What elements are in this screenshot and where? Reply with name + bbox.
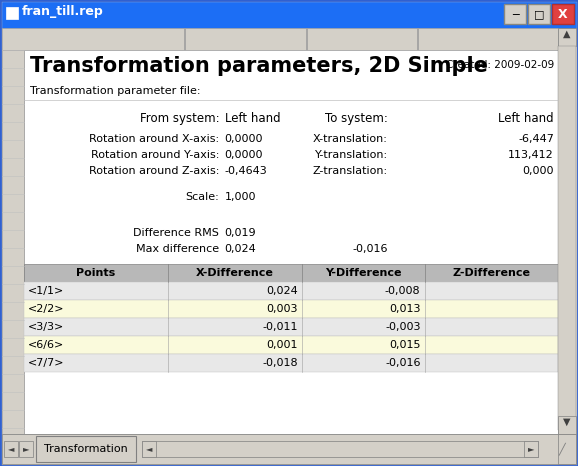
Bar <box>2 434 576 464</box>
Bar <box>2 50 24 434</box>
Text: ►: ► <box>528 445 534 453</box>
Text: Y-Difference: Y-Difference <box>325 268 401 278</box>
Text: ─: ─ <box>512 9 518 19</box>
Text: □: □ <box>533 9 544 19</box>
Bar <box>24 318 558 336</box>
Bar <box>24 282 558 300</box>
Text: -0,011: -0,011 <box>262 322 298 332</box>
Text: Rotation around X-axis:: Rotation around X-axis: <box>89 134 220 144</box>
Text: From system:: From system: <box>140 112 220 125</box>
Bar <box>306 28 307 50</box>
Bar <box>184 28 185 50</box>
Text: Scale:: Scale: <box>186 192 220 202</box>
Text: Points: Points <box>76 268 116 278</box>
Bar <box>24 264 558 282</box>
Bar <box>417 28 418 50</box>
Text: Transformation: Transformation <box>44 444 128 454</box>
Text: -0,4643: -0,4643 <box>225 166 268 176</box>
Text: Created: 2009-02-09: Created: 2009-02-09 <box>446 60 554 70</box>
Text: Difference RMS: Difference RMS <box>134 228 220 238</box>
Text: -0,016: -0,016 <box>385 358 421 368</box>
Text: 113,412: 113,412 <box>508 150 554 160</box>
Text: Left hand: Left hand <box>225 112 280 125</box>
Text: Max difference: Max difference <box>136 244 220 254</box>
Text: ◄: ◄ <box>146 445 152 453</box>
Bar <box>24 300 558 318</box>
Text: Transformation parameter file:: Transformation parameter file: <box>30 86 201 96</box>
Bar <box>2 2 576 28</box>
Text: X-Difference: X-Difference <box>196 268 274 278</box>
Text: Rotation around Y-axis:: Rotation around Y-axis: <box>91 150 220 160</box>
Text: <7/7>: <7/7> <box>28 358 65 368</box>
Bar <box>558 416 576 434</box>
Bar <box>142 441 538 457</box>
Text: Transformation parameters, 2D Simple: Transformation parameters, 2D Simple <box>30 56 488 76</box>
Text: <1/1>: <1/1> <box>28 286 64 296</box>
Text: Z-translation:: Z-translation: <box>313 166 388 176</box>
Text: -6,447: -6,447 <box>518 134 554 144</box>
Bar <box>19 441 33 457</box>
Text: X: X <box>558 7 568 21</box>
Bar <box>24 336 558 354</box>
Text: 0,0000: 0,0000 <box>225 150 263 160</box>
Bar <box>558 28 576 46</box>
Bar <box>36 436 136 462</box>
Text: 0,019: 0,019 <box>225 228 256 238</box>
Bar <box>6 7 18 19</box>
Text: X-translation:: X-translation: <box>313 134 388 144</box>
Text: ▲: ▲ <box>563 29 570 39</box>
Bar <box>552 4 574 24</box>
Bar <box>24 50 558 434</box>
Text: 0,003: 0,003 <box>266 304 298 314</box>
Bar <box>558 434 576 464</box>
Text: 0,001: 0,001 <box>266 340 298 350</box>
Text: ◄: ◄ <box>8 445 14 453</box>
Bar <box>558 46 576 430</box>
Text: -0,018: -0,018 <box>262 358 298 368</box>
Text: -0,008: -0,008 <box>385 286 421 296</box>
Bar <box>504 4 526 24</box>
Text: 0,024: 0,024 <box>225 244 257 254</box>
Text: <3/3>: <3/3> <box>28 322 64 332</box>
Text: 0,0000: 0,0000 <box>225 134 263 144</box>
Text: Y-translation:: Y-translation: <box>314 150 388 160</box>
Text: <6/6>: <6/6> <box>28 340 64 350</box>
Text: ╱: ╱ <box>558 443 565 455</box>
Text: <2/2>: <2/2> <box>28 304 65 314</box>
Text: 0,024: 0,024 <box>266 286 298 296</box>
Bar <box>2 28 558 50</box>
Text: 1,000: 1,000 <box>225 192 256 202</box>
Bar <box>528 4 550 24</box>
Bar <box>4 441 18 457</box>
Text: Z-Difference: Z-Difference <box>452 268 530 278</box>
Text: -0,016: -0,016 <box>352 244 388 254</box>
Text: ▼: ▼ <box>563 417 570 427</box>
Text: Left hand: Left hand <box>498 112 554 125</box>
Text: 0,000: 0,000 <box>523 166 554 176</box>
Text: -0,003: -0,003 <box>385 322 421 332</box>
Bar <box>24 354 558 372</box>
Bar <box>142 441 156 457</box>
Text: 0,013: 0,013 <box>389 304 421 314</box>
Text: To system:: To system: <box>325 112 388 125</box>
Text: fran_till.rep: fran_till.rep <box>22 5 103 18</box>
Text: 0,015: 0,015 <box>389 340 421 350</box>
Bar <box>524 441 538 457</box>
Text: Rotation around Z-axis:: Rotation around Z-axis: <box>89 166 220 176</box>
Text: ►: ► <box>23 445 29 453</box>
